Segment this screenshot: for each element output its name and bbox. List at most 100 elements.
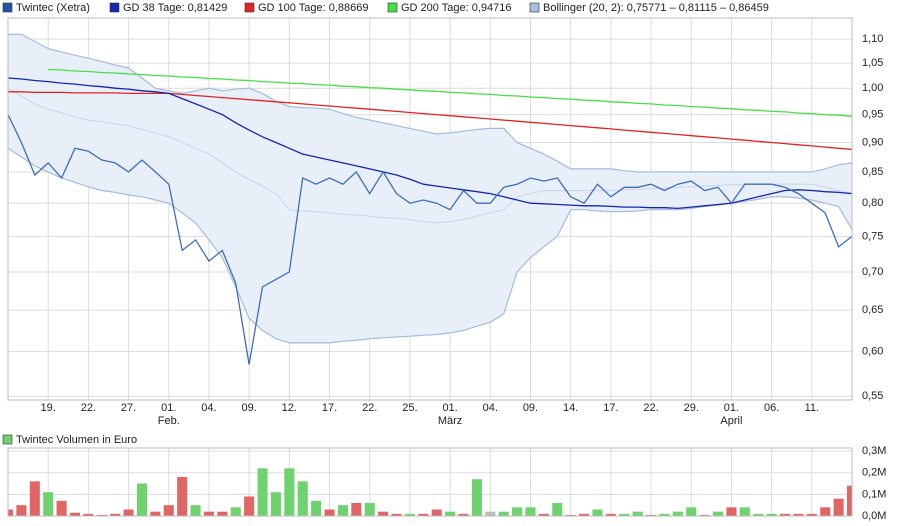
volume-bar [592, 509, 603, 516]
volume-bar [579, 513, 590, 516]
volume-bar [458, 513, 469, 516]
x-tick-label: 22. [362, 402, 377, 414]
x-month-label: März [438, 415, 462, 427]
volume-bar [378, 511, 389, 516]
y-tick-label: 0,70 [862, 266, 883, 278]
legend-label: GD 100 Tage: 0,88669 [258, 2, 369, 14]
volume-bar [686, 507, 697, 516]
volume-bar [163, 505, 174, 516]
volume-bar [739, 507, 750, 516]
plot-border [7, 17, 853, 401]
x-tick-label: 11. [805, 402, 819, 414]
x-month-label: April [720, 415, 742, 427]
volume-bar [29, 481, 40, 516]
volume-bar [726, 507, 737, 516]
volume-bar [351, 503, 362, 516]
y-tick-label: 0,55 [862, 390, 883, 402]
legend-label: Twintec (Xetra) [16, 2, 90, 14]
bollinger-band-fill [8, 34, 852, 343]
y-tick-label: 0,80 [862, 197, 883, 209]
volume-bar [806, 513, 817, 516]
volume-bar [632, 511, 643, 516]
volume-bar [337, 505, 348, 516]
y-tick-label: 0,90 [862, 136, 883, 148]
x-tick-label: 29. [684, 402, 699, 414]
bollinger-middle [7, 87, 853, 224]
y-tick-label: 0,60 [862, 345, 883, 357]
y-tick-label: 0,1M [862, 488, 886, 500]
volume-bar [123, 509, 134, 516]
series-line [48, 68, 853, 117]
volume-bar [565, 514, 576, 516]
volume-bar [833, 498, 844, 516]
series-line [7, 77, 853, 210]
volume-bar [203, 511, 214, 516]
series-line [7, 114, 853, 365]
y-tick-label: 0,2M [862, 467, 886, 479]
volume-bar [431, 509, 442, 516]
volume-bar [619, 513, 630, 516]
volume-bar [244, 496, 255, 516]
plot-border [7, 447, 853, 517]
x-tick-label: 14. [563, 402, 578, 414]
volume-bar [793, 513, 804, 516]
volume-bar [753, 513, 764, 516]
volume-bar [150, 511, 161, 516]
y-tick-label: 1,10 [862, 33, 883, 45]
volume-bar [525, 507, 536, 516]
y-tick-label: 1,05 [862, 57, 883, 69]
y-tick-label: 0,95 [862, 109, 883, 121]
x-tick-label: 01. [161, 402, 176, 414]
legend-swatch [244, 2, 255, 13]
volume-bar [605, 513, 616, 516]
legend-swatch [2, 434, 13, 445]
volume-bar [471, 479, 482, 516]
volume-bar [16, 505, 27, 516]
volume-bar [56, 500, 67, 516]
volume-bar [230, 507, 241, 516]
volume-bar [297, 481, 308, 516]
x-tick-label: 17. [322, 402, 337, 414]
volume-bar [364, 503, 375, 516]
x-tick-label: 22. [81, 402, 96, 414]
legend-label: GD 200 Tage: 0,94716 [401, 2, 512, 14]
volume-bar [110, 513, 121, 516]
volume-bar [538, 513, 549, 516]
volume-title: Twintec Volumen in Euro [16, 434, 137, 446]
volume-bar [270, 492, 281, 516]
volume-bar [418, 513, 429, 516]
volume-bar [284, 468, 295, 516]
volume-bar [659, 513, 670, 516]
volume-bar [445, 511, 456, 516]
x-tick-label: 04. [201, 402, 216, 414]
volume-bar [217, 511, 228, 516]
legend-label: Bollinger (20, 2): 0,75771 – 0,81115 – 0… [543, 2, 769, 14]
x-tick-label: 27. [121, 402, 136, 414]
volume-bar [485, 511, 496, 516]
volume-bar [391, 513, 402, 516]
bollinger-upper [8, 33, 853, 173]
x-tick-label: 04. [483, 402, 498, 414]
volume-bar [846, 485, 852, 516]
volume-bar [257, 468, 268, 516]
volume-bar [324, 509, 335, 516]
volume-bar [8, 509, 14, 516]
legend-swatch [387, 2, 398, 13]
x-tick-label: 06. [764, 402, 779, 414]
x-tick-label: 22. [643, 402, 658, 414]
y-tick-label: 1,00 [862, 82, 883, 94]
y-tick-label: 0,65 [862, 304, 883, 316]
x-tick-label: 09. [523, 402, 538, 414]
volume-bar [404, 513, 415, 516]
volume-bar [190, 505, 201, 516]
series-line [8, 91, 853, 151]
volume-bar [43, 492, 54, 516]
volume-bar [779, 513, 791, 516]
x-tick-label: 19. [41, 402, 56, 414]
volume-bar [136, 483, 147, 516]
legend-swatch [2, 2, 13, 13]
volume-bar [672, 511, 683, 516]
volume-bar [96, 514, 107, 516]
